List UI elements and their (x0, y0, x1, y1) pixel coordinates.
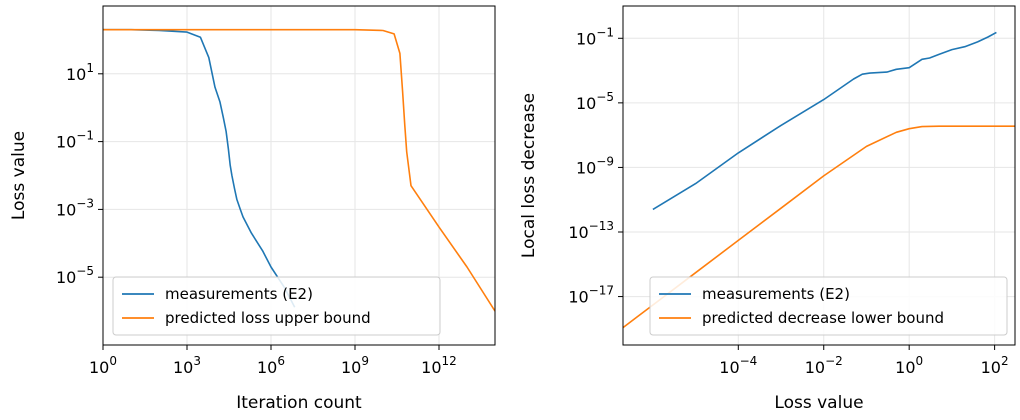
plot-frame (102, 5, 496, 346)
legend-label-0: measurements (E2) (165, 285, 313, 303)
series-line-1 (103, 28, 495, 312)
y-tick-label: 10−1 (56, 129, 94, 152)
plot-frame (622, 5, 1016, 346)
y-tick-label: 10−9 (576, 154, 614, 177)
x-tick-label: 103 (173, 354, 201, 377)
legend-label-0: measurements (E2) (702, 285, 850, 303)
x-tick-label: 102 (981, 354, 1009, 377)
legend: measurements (E2) predicted loss upper bo… (112, 276, 441, 336)
y-tick-label: 10−3 (56, 196, 94, 219)
y-tick-label: 10−17 (568, 284, 614, 307)
x-tick-label: 109 (341, 354, 369, 377)
legend-box (112, 276, 441, 336)
series-line-0 (652, 31, 997, 211)
x-axis-label: Loss value (774, 393, 863, 413)
y-tick-label: 10−5 (576, 90, 614, 113)
legend-label-1: predicted loss upper bound (165, 309, 371, 327)
y-tick-label: 10−13 (568, 219, 614, 242)
x-tick-label: 10−2 (805, 354, 843, 377)
chart-decrease-vs-loss: 10−4 10−2 100 102 10−1 10−5 10−9 10−13 10−17 Loss… (519, 5, 1016, 413)
y-tick-label: 101 (66, 61, 94, 84)
x-tick-label: 100 (89, 354, 117, 377)
chart-loss-vs-iterations: 100 103 106 109 1012 101 10−1 10−3 10−5 Iteration… (9, 5, 496, 413)
x-tick-label: 1012 (421, 354, 457, 377)
series-line-0 (103, 28, 296, 308)
y-tick-label: 10−1 (576, 25, 614, 48)
x-tick-label: 106 (257, 354, 285, 377)
y-axis-label: Loss value (9, 131, 29, 220)
legend-label-1: predicted decrease lower bound (702, 309, 944, 327)
y-axis-label: Local loss decrease (519, 93, 539, 258)
y-tick-label: 10−5 (56, 264, 94, 287)
x-tick-label: 10−4 (719, 354, 757, 377)
legend-box (649, 276, 1008, 336)
x-tick-label: 100 (895, 354, 923, 377)
x-axis-label: Iteration count (236, 393, 362, 413)
legend: measurements (E2) predicted decrease lowe… (649, 276, 1008, 336)
